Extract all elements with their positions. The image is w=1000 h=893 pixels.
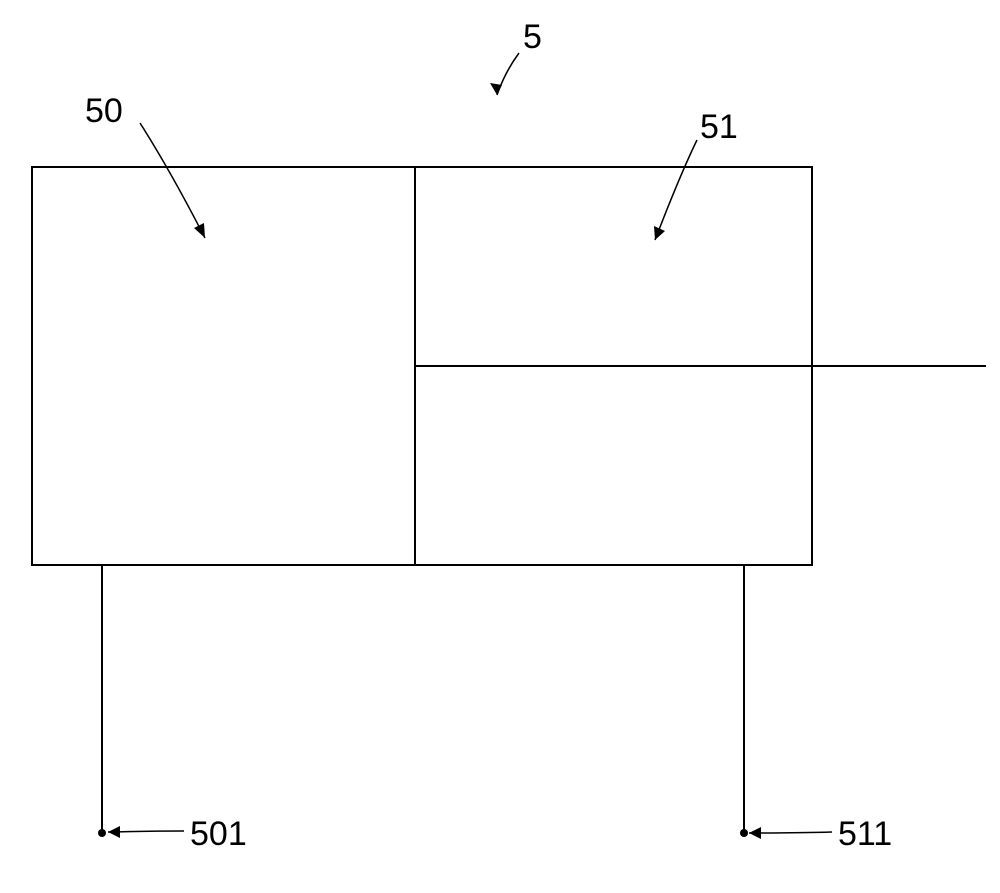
left-terminal-dot	[98, 829, 106, 837]
leader-5	[490, 53, 519, 95]
reference-label-51: 51	[700, 108, 738, 147]
leader-50	[140, 123, 205, 238]
reference-label-511: 511	[838, 815, 892, 854]
diagram-svg	[0, 0, 1000, 888]
reference-label-501: 501	[190, 815, 247, 854]
leader-51	[654, 140, 697, 240]
right-terminal-dot	[740, 829, 748, 837]
reference-label-50: 50	[85, 92, 123, 131]
leader-501	[108, 826, 184, 838]
leader-511	[749, 827, 832, 839]
technical-diagram: 5 50 51 501 511	[0, 0, 1000, 888]
reference-label-5: 5	[523, 18, 542, 57]
